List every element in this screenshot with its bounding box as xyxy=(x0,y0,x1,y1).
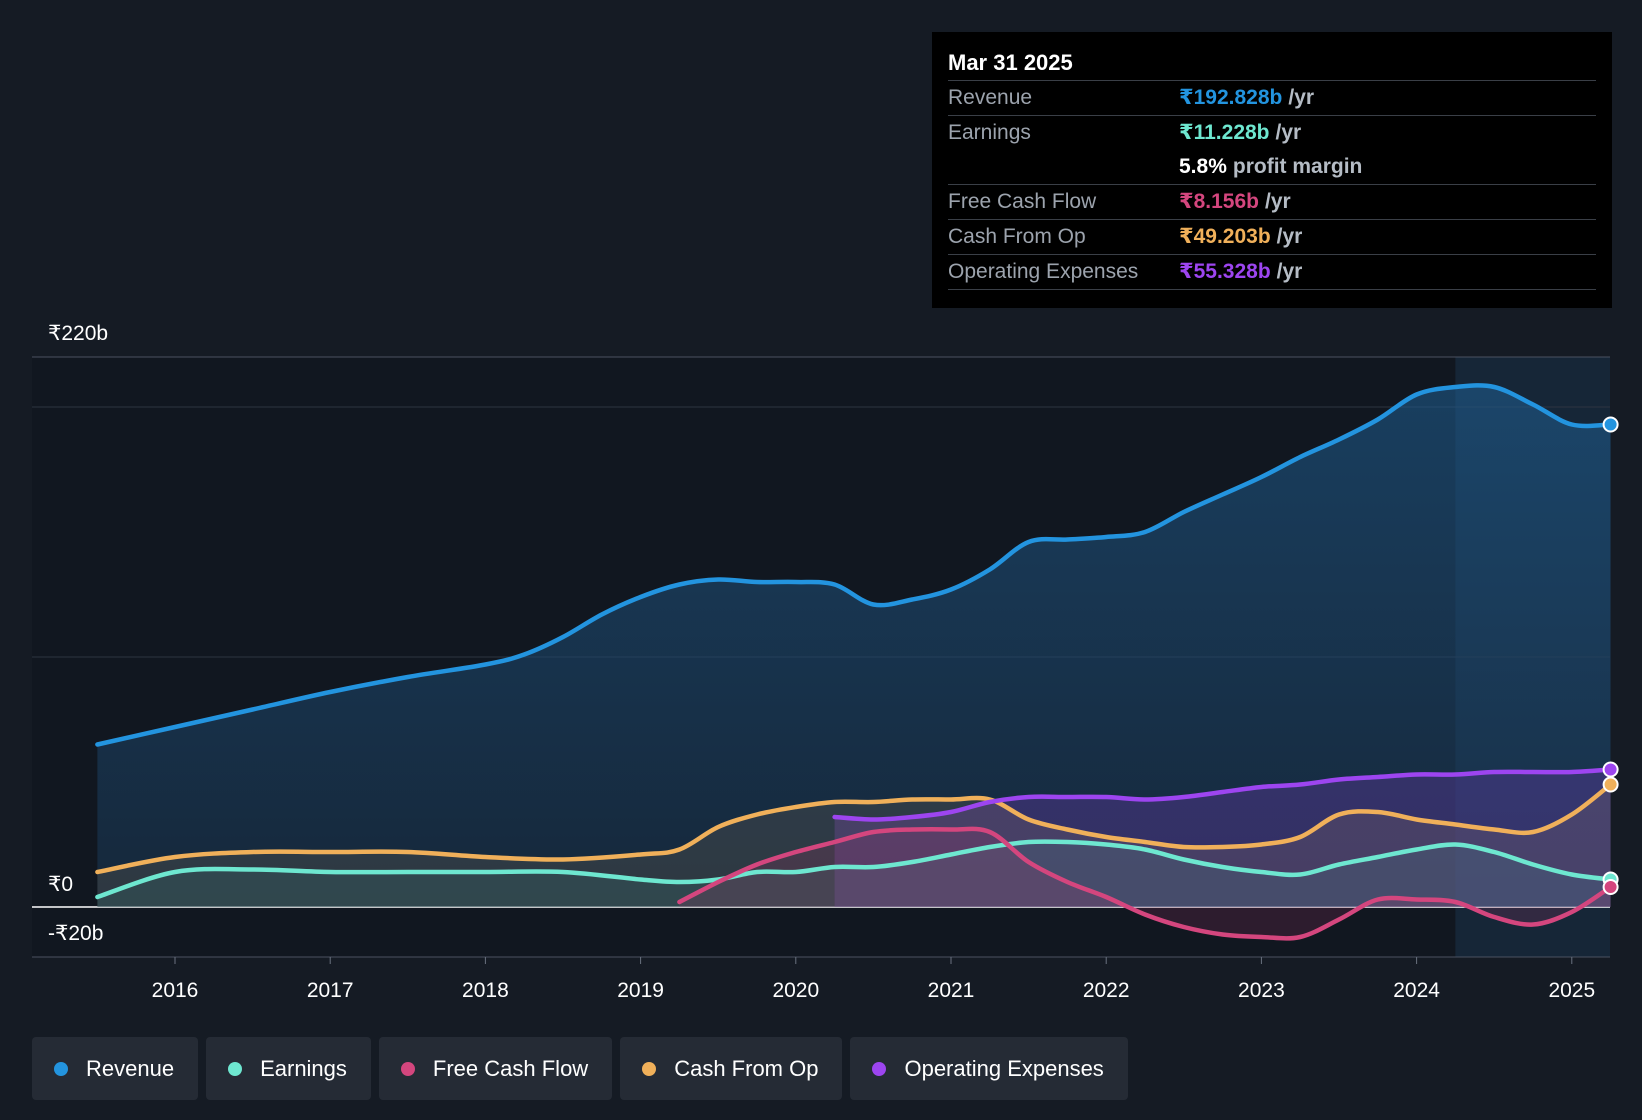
legend-item-free-cash-flow[interactable]: Free Cash Flow xyxy=(378,1037,613,1100)
area-earnings xyxy=(97,841,1611,907)
tooltip-value: ₹192.828b xyxy=(1179,86,1283,109)
tooltip-row-earnings: Earnings ₹11.228b /yr xyxy=(948,115,1596,150)
tooltip-label xyxy=(948,150,1179,184)
legend-dot-icon xyxy=(642,1061,657,1076)
tooltip-label: Cash From Op xyxy=(948,225,1086,248)
legend-item-cash-from-op[interactable]: Cash From Op xyxy=(620,1037,843,1100)
tooltip-label: Free Cash Flow xyxy=(948,190,1097,213)
x-tick-label: 2016 xyxy=(152,979,199,1002)
line-operating-expenses xyxy=(832,767,1613,822)
end-marker-free-cash-flow xyxy=(1602,879,1619,895)
x-tick-label: 2018 xyxy=(462,979,509,1002)
tooltip-value: ₹8.156b xyxy=(1179,190,1259,213)
y-axis-label-top: ₹220b xyxy=(48,322,108,345)
line-earnings xyxy=(95,839,1613,900)
y-axis-label-zero: ₹0 xyxy=(48,873,73,896)
area-cash-from-op xyxy=(97,784,1611,907)
legend-label: Earnings xyxy=(260,1055,347,1081)
end-marker-cash-from-op xyxy=(1602,776,1619,793)
legend-label: Cash From Op xyxy=(674,1055,819,1081)
legend-dot-icon xyxy=(400,1061,415,1076)
legend-item-operating-expenses[interactable]: Operating Expenses xyxy=(850,1037,1128,1100)
legend-item-earnings[interactable]: Earnings xyxy=(206,1037,371,1100)
x-tick-label: 2024 xyxy=(1393,979,1440,1002)
y-axis-label-bottom: -₹20b xyxy=(48,922,103,945)
tooltip-label: Earnings xyxy=(948,121,1031,144)
chart-legend: Revenue Earnings Free Cash Flow Cash Fro… xyxy=(32,1037,1128,1100)
legend-dot-icon xyxy=(54,1061,68,1076)
tooltip-unit: /yr xyxy=(1276,225,1303,248)
legend-dot-icon xyxy=(872,1061,887,1076)
tooltip-label: Revenue xyxy=(948,86,1033,109)
x-tick-label: 2021 xyxy=(928,979,975,1002)
tooltip-unit: /yr xyxy=(1265,190,1291,213)
tooltip-row-revenue: Revenue ₹192.828b /yr xyxy=(948,80,1596,115)
area-free-cash-flow xyxy=(679,828,1611,939)
line-free-cash-flow xyxy=(677,826,1613,941)
tooltip-value: ₹55.328b xyxy=(1179,260,1271,283)
area-operating-expenses xyxy=(834,769,1611,907)
x-tick-label: 2023 xyxy=(1238,979,1285,1002)
line-revenue xyxy=(95,383,1613,747)
legend-label: Operating Expenses xyxy=(904,1055,1104,1081)
tooltip-row-free-cash-flow: Free Cash Flow ₹8.156b /yr xyxy=(948,184,1596,219)
tooltip-row-profit-margin: 5.8% profit margin xyxy=(948,150,1596,184)
area-revenue xyxy=(97,385,1611,907)
tooltip-unit: /yr xyxy=(1288,86,1315,109)
tooltip-unit: profit margin xyxy=(1232,155,1363,178)
tooltip-panel: Mar 31 2025 Revenue ₹192.828b /yr Earnin… xyxy=(932,32,1612,308)
x-tick-label: 2019 xyxy=(617,979,664,1002)
tooltip-value: ₹49.203b xyxy=(1179,225,1271,248)
legend-label: Revenue xyxy=(86,1055,175,1081)
tooltip-unit: /yr xyxy=(1275,121,1302,144)
x-tick-label: 2025 xyxy=(1548,979,1595,1002)
line-cash-from-op xyxy=(95,782,1613,875)
end-marker-revenue xyxy=(1602,416,1619,433)
tooltip-value: ₹11.228b xyxy=(1179,121,1270,144)
legend-label: Free Cash Flow xyxy=(432,1055,589,1081)
tooltip-value: 5.8% xyxy=(1179,155,1227,178)
legend-dot-icon xyxy=(228,1061,243,1076)
x-tick-label: 2020 xyxy=(772,979,819,1002)
end-marker-operating-expenses xyxy=(1602,761,1619,778)
x-tick-label: 2017 xyxy=(307,979,354,1002)
tooltip-date: Mar 31 2025 xyxy=(948,50,1073,75)
tooltip-row-cash-from-op: Cash From Op ₹49.203b /yr xyxy=(948,219,1596,254)
legend-item-revenue[interactable]: Revenue xyxy=(32,1037,199,1100)
tooltip-unit: /yr xyxy=(1276,260,1303,283)
tooltip-label: Operating Expenses xyxy=(948,260,1139,283)
tooltip-row-operating-expenses: Operating Expenses ₹55.328b /yr xyxy=(948,254,1596,290)
x-tick-label: 2022 xyxy=(1083,979,1130,1002)
